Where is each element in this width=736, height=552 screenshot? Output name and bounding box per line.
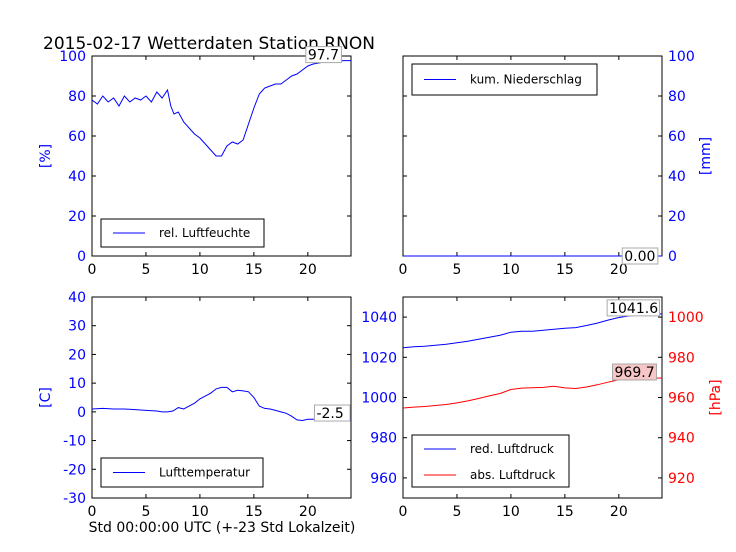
x-tick-label: 20 — [610, 262, 628, 278]
annotation-text: 97.7 — [308, 48, 339, 64]
x-tick-label: 15 — [556, 504, 574, 520]
x-tick-label: 10 — [502, 504, 520, 520]
y-tick-label: 1000 — [361, 391, 397, 407]
y-right-tick-label: 920 — [668, 471, 695, 487]
legend-label: Lufttemperatur — [159, 466, 250, 480]
x-tick-label: 0 — [88, 504, 97, 520]
panel-precipitation: 0 5 10 15 20 0 20 40 60 80 100 [mm] kum. Niederschla… — [399, 49, 714, 278]
legend: Lufttemperatur — [100, 457, 264, 488]
value-annotation: 97.7 — [305, 46, 342, 64]
plot-frame — [91, 55, 352, 257]
panel-temperature: 0 5 10 15 20 -30 -20 -10 0 10 20 30 40 [C] Lufttempera… — [38, 290, 352, 520]
annotation-box — [621, 247, 659, 265]
x-tick-label: 10 — [191, 262, 209, 278]
legend-label: red. Luftdruck — [470, 442, 554, 456]
x-tick-label: 5 — [141, 504, 150, 520]
y-tick-label: 20 — [68, 209, 86, 225]
value-annotation: -2.5 — [313, 404, 351, 422]
x-axis-label: Std 00:00:00 UTC (+-23 Std Lokalzeit) — [89, 520, 356, 536]
x-tick-label: 0 — [88, 262, 97, 278]
y-tick-label: -10 — [63, 434, 86, 450]
x-tick-label: 20 — [299, 504, 317, 520]
legend: red. Luftdruck abs. Luftdruck — [411, 434, 570, 488]
series-line-abs-luftdruck — [403, 377, 662, 409]
x-tick-label: 10 — [191, 504, 209, 520]
y-tick-label: 30 — [68, 319, 86, 335]
y-tick-label: -30 — [63, 491, 86, 507]
series-line-red-luftdruck — [403, 313, 662, 349]
legend-box — [411, 434, 570, 488]
y-tick-label: 10 — [68, 376, 86, 392]
y-right-tick-label: 1000 — [668, 310, 704, 326]
series-line-lufttemperatur — [92, 386, 351, 422]
y-right-tick-label: 940 — [668, 431, 695, 447]
y-tick-label: 960 — [370, 471, 397, 487]
annotation-box — [612, 363, 658, 381]
y-right-tick-label: 980 — [668, 350, 695, 366]
x-tick-label: 0 — [399, 504, 408, 520]
y-right-axis-label: [hPa] — [708, 379, 724, 415]
y-tick-label: 20 — [668, 209, 686, 225]
legend-label: kum. Niederschlag — [470, 73, 582, 87]
annotation-text: 1041.6 — [609, 301, 658, 317]
x-tick-label: 5 — [141, 262, 150, 278]
y-tick-label: 0 — [668, 249, 677, 265]
x-tick-label: 20 — [610, 504, 628, 520]
annotation-text: -2.5 — [316, 406, 343, 422]
annotation-text: 0.00 — [624, 249, 655, 265]
figure-title: 2015-02-17 Wetterdaten Station RNON — [43, 34, 375, 54]
y-tick-label: 40 — [668, 169, 686, 185]
x-tick-label: 20 — [299, 262, 317, 278]
y-tick-label: 40 — [68, 169, 86, 185]
y-tick-label: 40 — [68, 290, 86, 306]
value-annotation: 1041.6 — [606, 299, 661, 317]
y-tick-label: 100 — [59, 49, 86, 65]
x-tick-label: 0 — [399, 262, 408, 278]
y-tick-label: 100 — [668, 49, 695, 65]
x-tick-label: 15 — [556, 262, 574, 278]
x-tick-label: 15 — [245, 504, 263, 520]
y-tick-label: 0 — [77, 249, 86, 265]
x-tick-label: 5 — [452, 504, 461, 520]
y-tick-label: 60 — [68, 129, 86, 145]
series-line-rel-luftfeuchte — [92, 60, 351, 157]
panel-pressure: 0 5 10 15 20 960 980 1000 1020 1040 920 940 960 980 10… — [361, 296, 724, 520]
legend-label: rel. Luftfeuchte — [159, 226, 250, 240]
annotation-box — [606, 299, 661, 317]
legend: kum. Niederschlag — [411, 63, 598, 96]
annotation-box — [305, 46, 342, 64]
annotation-box — [313, 404, 351, 422]
legend-label: abs. Luftdruck — [470, 468, 555, 482]
x-tick-label: 5 — [452, 262, 461, 278]
y-tick-label: 0 — [77, 405, 86, 421]
y-tick-label: -20 — [63, 462, 86, 478]
legend: rel. Luftfeuchte — [100, 218, 265, 248]
y-tick-label: 980 — [370, 431, 397, 447]
panel-humidity: 0 5 10 15 20 0 20 40 60 80 100 [%] rel. Luftfeuchte 9… — [38, 46, 352, 278]
y-tick-label: 1040 — [361, 310, 397, 326]
value-annotation: 0.00 — [621, 247, 659, 265]
y-tick-label: 80 — [668, 89, 686, 105]
y-tick-label: 60 — [668, 129, 686, 145]
y-tick-label: 20 — [68, 347, 86, 363]
y-axis-label: [%] — [38, 144, 54, 168]
y-tick-label: 1020 — [361, 350, 397, 366]
annotation-text: 969.7 — [615, 365, 655, 381]
x-tick-label: 15 — [245, 262, 263, 278]
y-axis-label: [C] — [38, 387, 54, 408]
y-right-tick-label: 960 — [668, 391, 695, 407]
value-annotation: 969.7 — [612, 363, 658, 381]
plot-frame — [91, 296, 352, 499]
y-axis-label: [mm] — [698, 137, 714, 175]
x-tick-label: 10 — [502, 262, 520, 278]
y-tick-label: 80 — [68, 89, 86, 105]
